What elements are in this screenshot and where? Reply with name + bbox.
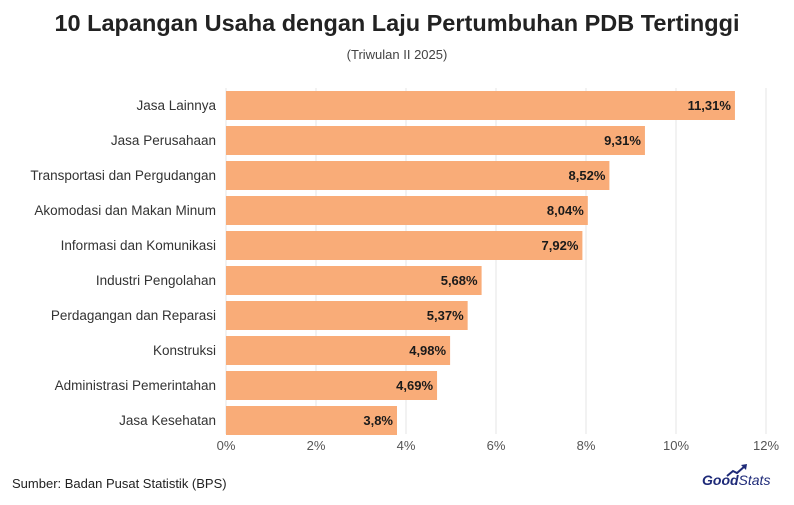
data-label: 3,8% xyxy=(363,413,393,428)
x-tick-label: 10% xyxy=(663,438,689,453)
bar xyxy=(226,196,588,225)
category-label: Jasa Lainnya xyxy=(136,98,216,113)
x-tick-label: 0% xyxy=(217,438,236,453)
x-tick-label: 4% xyxy=(397,438,416,453)
data-label: 9,31% xyxy=(604,133,641,148)
data-label: 4,98% xyxy=(409,343,446,358)
logo-text-light: Stats xyxy=(738,472,771,488)
chart-subtitle: (Triwulan II 2025) xyxy=(346,47,448,62)
bar xyxy=(226,266,482,295)
source-note: Sumber: Badan Pusat Statistik (BPS) xyxy=(12,476,227,491)
bar xyxy=(226,371,438,400)
bar xyxy=(226,161,610,190)
logo-text-bold: Good xyxy=(702,472,739,488)
chart-title: 10 Lapangan Usaha dengan Laju Pertumbuha… xyxy=(54,10,740,36)
bar xyxy=(226,301,468,330)
category-labels: Jasa Lainnya Jasa Perusahaan Transportasi … xyxy=(30,98,216,428)
data-label: 11,31% xyxy=(688,98,732,113)
x-tick-label: 12% xyxy=(753,438,779,453)
category-label: Industri Pengolahan xyxy=(96,273,216,288)
x-axis-ticks: 0% 2% 4% 6% 8% 10% 12% xyxy=(217,438,780,453)
data-label: 5,68% xyxy=(441,273,478,288)
x-tick-label: 2% xyxy=(307,438,326,453)
trend-arrow-icon xyxy=(726,464,747,477)
bar xyxy=(226,231,583,260)
category-label: Transportasi dan Pergudangan xyxy=(30,168,216,183)
bar xyxy=(226,91,735,120)
data-label: 8,52% xyxy=(569,168,606,183)
data-label: 8,04% xyxy=(547,203,584,218)
category-label: Jasa Kesehatan xyxy=(119,413,216,428)
x-tick-label: 6% xyxy=(487,438,506,453)
category-label: Akomodasi dan Makan Minum xyxy=(34,203,216,218)
bar xyxy=(226,126,645,155)
data-label: 4,69% xyxy=(396,378,433,393)
bar xyxy=(226,406,397,435)
bars: 11,31% 9,31% 8,52% 8,04% 7,92% 5,68% 5,37% 4,98… xyxy=(226,91,735,435)
category-label: Perdagangan dan Reparasi xyxy=(51,308,216,323)
category-label: Konstruksi xyxy=(153,343,216,358)
category-label: Informasi dan Komunikasi xyxy=(61,238,216,253)
data-label: 7,92% xyxy=(542,238,579,253)
category-label: Administrasi Pemerintahan xyxy=(55,378,216,393)
data-label: 5,37% xyxy=(427,308,464,323)
bar xyxy=(226,336,451,365)
goodstats-logo: GoodStats xyxy=(702,464,771,496)
x-tick-label: 8% xyxy=(577,438,596,453)
category-label: Jasa Perusahaan xyxy=(111,133,216,148)
